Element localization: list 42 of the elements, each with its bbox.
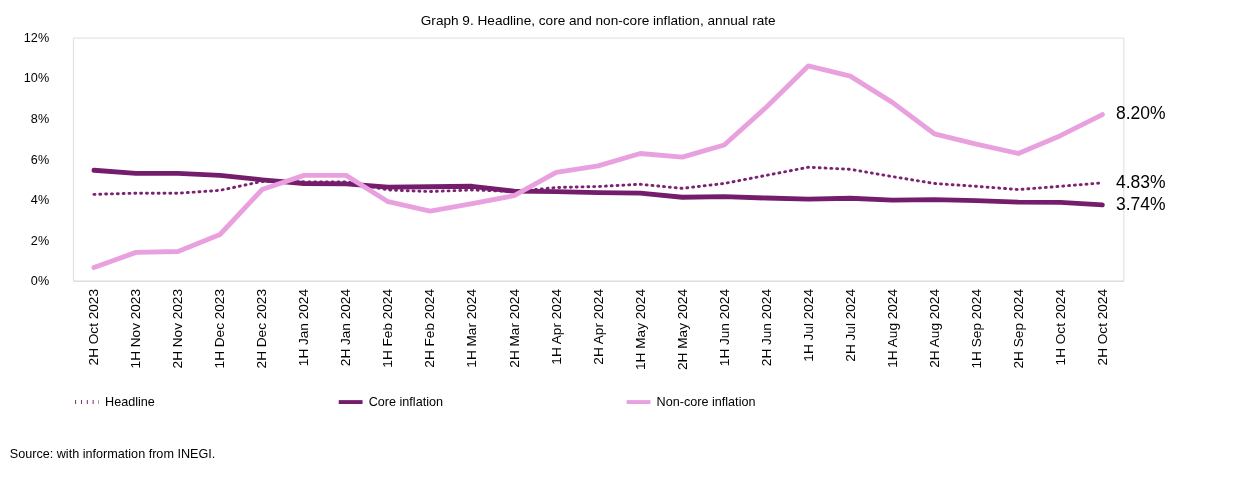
x-tick-label: 2H Jul 2024 — [842, 288, 858, 362]
y-tick-label: 0% — [30, 274, 50, 289]
x-tick-label: 2H May 2024 — [674, 288, 690, 370]
x-tick-label: 2H Jun 2024 — [758, 288, 774, 367]
y-tick-label: 6% — [30, 152, 50, 167]
y-tick-label: 10% — [23, 71, 50, 86]
x-tick-label: 2H Sep 2024 — [1010, 288, 1026, 369]
legend-label: Core inflation — [368, 394, 444, 409]
x-tick-label: 1H Jan 2024 — [296, 288, 312, 367]
x-tick-label: 1H Sep 2024 — [968, 288, 984, 369]
annotation: 4.83% — [1116, 171, 1166, 192]
x-tick-label: 1H Oct 2024 — [1052, 288, 1068, 366]
x-tick-label: 2H Oct 2023 — [86, 288, 102, 366]
x-tick-label: 2H Feb 2024 — [422, 288, 438, 368]
x-tick-label: 2H Nov 2023 — [170, 288, 186, 369]
x-tick-label: 1H Nov 2023 — [128, 288, 144, 369]
annotation: 3.74% — [1116, 193, 1166, 214]
x-tick-label: 1H Jul 2024 — [800, 288, 816, 362]
y-tick-label: 8% — [30, 112, 50, 126]
source-note: Source: with information from INEGI. — [9, 446, 216, 461]
y-tick-label: 2% — [30, 233, 50, 248]
x-tick-label: 1H Aug 2024 — [884, 288, 900, 368]
annotation: 8.20% — [1116, 103, 1166, 124]
x-tick-label: 1H Jun 2024 — [716, 288, 732, 367]
x-tick-label: 2H Jan 2024 — [338, 288, 354, 367]
y-tick-label: 12% — [23, 30, 50, 45]
line-series — [91, 167, 1105, 208]
x-tick-label: 2H Mar 2024 — [506, 288, 522, 368]
legend-label: Headline — [105, 394, 155, 409]
x-tick-label: 2H Aug 2024 — [926, 288, 942, 368]
x-tick-label: 1H Apr 2024 — [548, 288, 564, 365]
x-tick-label: 2H Apr 2024 — [590, 288, 606, 365]
x-tick-label: 1H Mar 2024 — [464, 288, 480, 368]
x-tick-label: 1H Feb 2024 — [380, 288, 396, 368]
x-tick-label: 2H Dec 2023 — [254, 288, 270, 369]
legend-label: Non-core inflation — [656, 394, 756, 409]
chart-title: Graph 9. Headline, core and non-core inflation, annual rate — [420, 12, 776, 28]
y-tick-label: 4% — [30, 193, 50, 208]
x-tick-label: 2H Oct 2024 — [1094, 288, 1110, 366]
x-tick-label: 1H May 2024 — [632, 288, 648, 370]
x-tick-label: 1H Dec 2023 — [212, 288, 228, 369]
line-series — [91, 63, 1105, 270]
